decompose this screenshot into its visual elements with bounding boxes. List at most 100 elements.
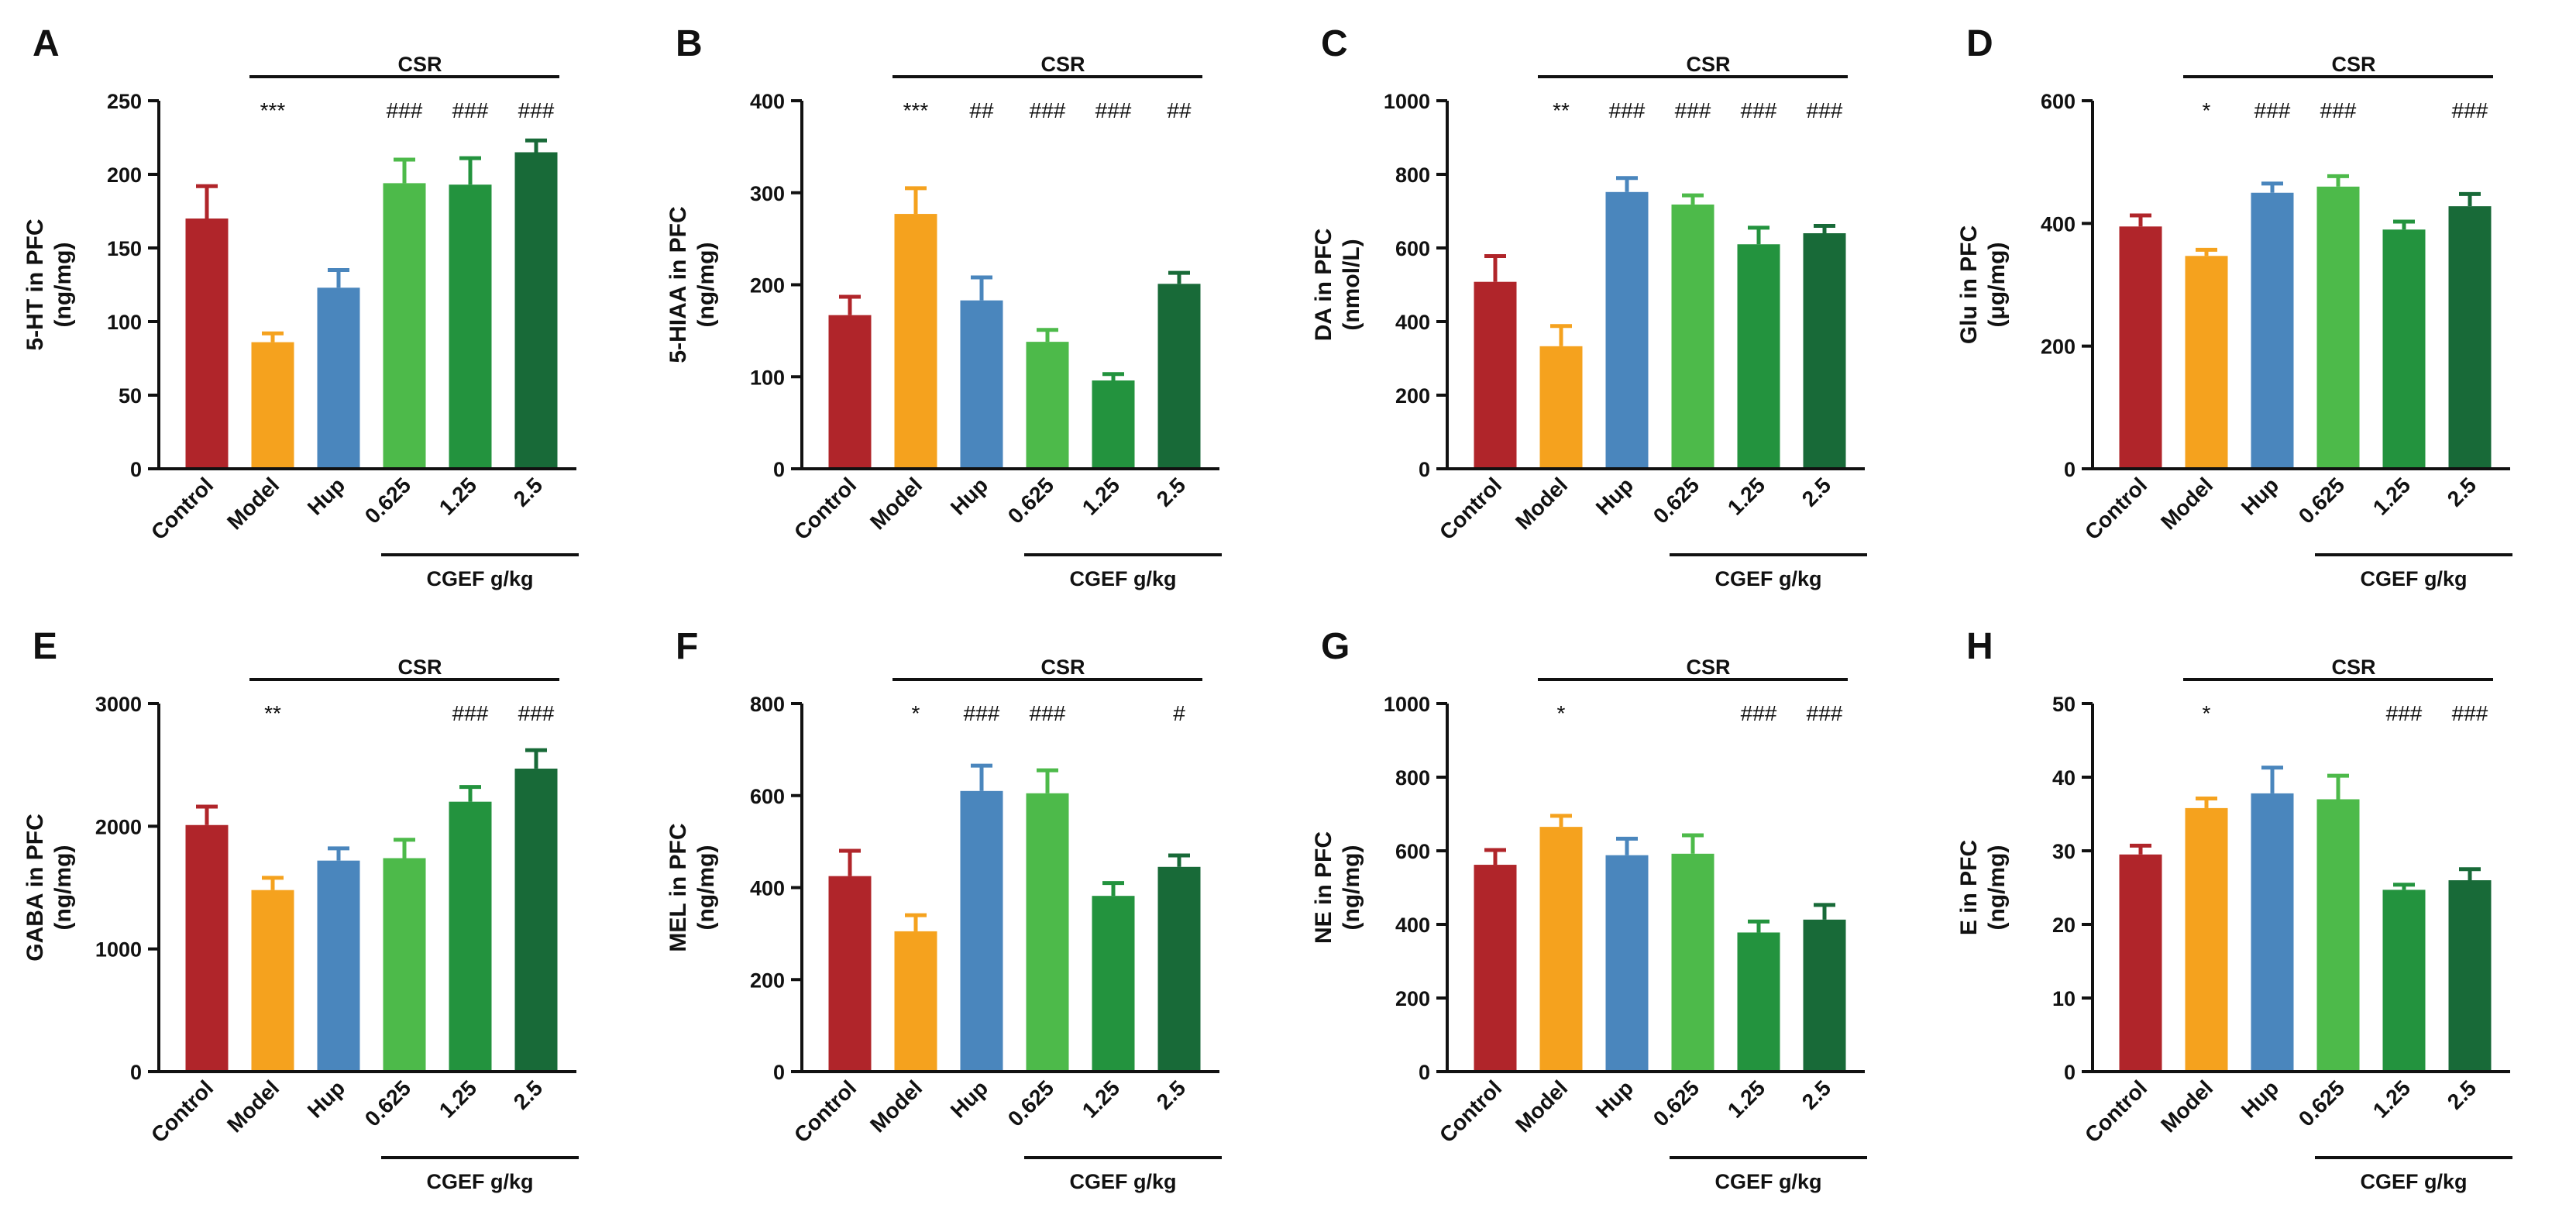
category-label: 0.625 [1003,1075,1058,1131]
y-tick-label: 200 [2041,336,2076,359]
panel-a: A 0 50 100 150 200 250 5-HT in PFC (ng/mg) CSR Con… [22,23,579,590]
bar-1-25 [449,801,492,1072]
significance-mark: ### [1609,98,1646,122]
significance-mark: ### [387,98,423,122]
significance-mark: ** [1553,98,1570,122]
significance-mark: ### [452,701,489,725]
category-label: Control [2080,1075,2151,1147]
bar-model [1539,827,1583,1072]
category-label: 2.5 [509,473,547,511]
cgef-dose-label: CGEF g/kg [426,1170,533,1193]
category-label: Model [222,1075,284,1137]
significance-mark: * [912,701,920,725]
bar-0-625 [383,858,426,1072]
bar-control [1474,865,1517,1072]
y-tick-label: 10 [2052,987,2076,1010]
y-tick-label: 1000 [1384,90,1430,113]
category-label: 1.25 [2368,1075,2415,1122]
significance-mark: ### [1741,701,1777,725]
category-label: Control [2080,473,2151,544]
y-tick-label: 400 [1395,311,1430,334]
bar-0-625 [1026,342,1069,469]
csr-group-label: CSR [2331,53,2375,76]
csr-group-label: CSR [1040,53,1085,76]
significance-mark: ### [1741,98,1777,122]
category-label: Model [2156,473,2217,534]
category-label: 0.625 [1649,473,1704,528]
category-label: Control [789,1075,861,1147]
category-label: Hup [2237,473,2283,519]
y-tick-label: 600 [1395,237,1430,260]
bar-model [894,931,937,1072]
y-axis-title: DA in PFC (nmol/L) [1311,229,1364,342]
y-tick-label: 200 [750,274,785,298]
panel-letter: H [1966,626,1993,667]
y-tick-label: 1000 [95,938,142,962]
category-label: Control [1435,1075,1506,1147]
significance-mark: ### [1807,701,1843,725]
bar-1-25 [1737,244,1780,469]
significance-mark: ## [1167,98,1192,122]
category-label: 1.25 [1723,473,1769,519]
y-axis-title: Glu in PFC (μg/mg) [1956,225,2010,344]
category-label: 1.25 [435,1075,481,1122]
category-label: 2.5 [1152,473,1190,511]
bar-model [1539,346,1583,469]
y-tick-label: 200 [107,163,142,187]
bar-1-25 [2382,229,2426,469]
category-label: 2.5 [2443,1075,2481,1113]
y-tick-label: 1000 [1384,693,1430,716]
category-label: Model [2156,1075,2217,1137]
y-tick-label: 0 [1419,1061,1430,1084]
bar-2-5 [1803,233,1846,469]
y-tick-label: 800 [1395,163,1430,187]
bar-control [185,219,229,469]
y-tick-label: 400 [1395,914,1430,937]
panel-letter: F [676,626,698,667]
significance-mark: ### [2320,98,2357,122]
y-axis-title: NE in PFC (ng/mg) [1311,831,1364,944]
y-tick-label: 0 [130,1061,142,1084]
category-label: 0.625 [1003,473,1058,528]
panel-letter: E [33,626,57,667]
significance-mark: ### [1030,701,1066,725]
panel-letter: A [33,23,60,64]
bar-1-25 [449,184,492,470]
y-axis-title: MEL in PFC (ng/mg) [665,823,719,952]
bar-hup [1605,855,1649,1072]
category-label: 2.5 [1152,1075,1190,1113]
bar-hup [960,300,1003,469]
category-label: Model [865,473,927,534]
category-label: 2.5 [1797,1075,1835,1113]
bar-0-625 [1671,204,1714,469]
csr-group-label: CSR [1040,656,1085,679]
significance-mark: ### [1030,98,1066,122]
y-tick-label: 3000 [95,693,142,716]
y-tick-label: 100 [107,311,142,334]
significance-mark: ### [2386,701,2423,725]
y-tick-label: 400 [750,877,785,900]
panel-f: F 0 200 400 600 800 MEL in PFC (ng/mg) CSR Contro… [665,626,1222,1193]
category-label: 1.25 [1078,473,1124,519]
y-tick-label: 200 [750,969,785,992]
cgef-dose-label: CGEF g/kg [1069,567,1176,590]
significance-mark: ### [518,701,555,725]
bar-1-25 [2382,890,2426,1072]
bar-hup [317,860,360,1072]
cgef-dose-label: CGEF g/kg [1714,1170,1821,1193]
y-tick-label: 50 [119,384,142,408]
bar-1-25 [1092,896,1135,1072]
panel-letter: C [1321,23,1348,64]
y-tick-label: 800 [750,693,785,716]
y-tick-label: 2000 [95,815,142,838]
bar-control [1474,281,1517,469]
y-tick-label: 40 [2052,766,2076,790]
significance-mark: ** [264,701,281,725]
category-label: Hup [2237,1075,2283,1122]
csr-group-label: CSR [397,656,442,679]
panel-g: G 0 200 400 600 800 1000 NE in PFC (ng/mg) CSR Con… [1311,626,1867,1193]
category-label: 0.625 [360,1075,415,1131]
category-label: Control [1435,473,1506,544]
category-label: 0.625 [2294,1075,2349,1131]
y-axis-title: E in PFC (ng/mg) [1956,840,2010,935]
